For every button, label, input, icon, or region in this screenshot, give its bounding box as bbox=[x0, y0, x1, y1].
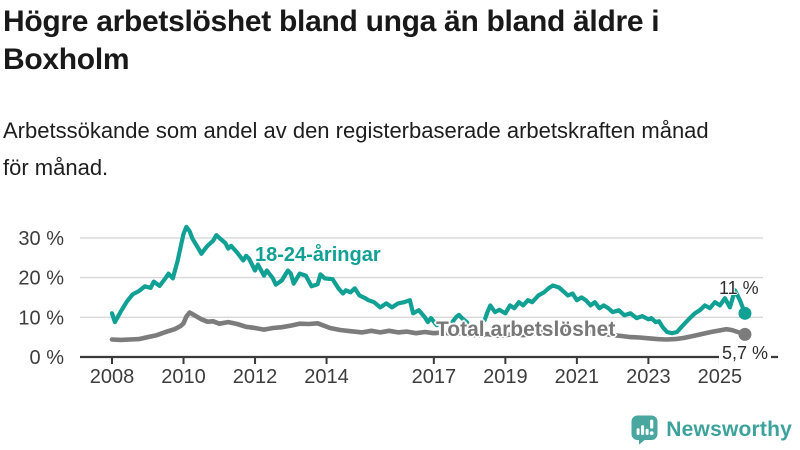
title-line-1: Högre arbetslöshet bland unga än bland ä… bbox=[3, 5, 660, 38]
x-tick-label: 2017 bbox=[412, 366, 457, 388]
title-line-2: Boxholm bbox=[3, 43, 130, 76]
total-series-line bbox=[109, 310, 748, 343]
page-title: Högre arbetslöshet bland unga än bland ä… bbox=[3, 3, 795, 79]
subtitle-line-1: Arbetssökande som andel av den registerb… bbox=[3, 118, 709, 143]
youth-series-line bbox=[109, 224, 445, 335]
x-tick-label: 2010 bbox=[161, 366, 206, 388]
x-tick-label: 2008 bbox=[90, 366, 135, 388]
y-tick-label: 0 % bbox=[30, 347, 65, 369]
youth-series-line bbox=[482, 283, 748, 336]
youth-series-line bbox=[450, 312, 470, 325]
y-tick-label: 30 % bbox=[18, 228, 64, 250]
youth-end-dot bbox=[738, 306, 752, 320]
end-value-label-youth: 11 % bbox=[719, 278, 759, 298]
subtitle-line-2: för månad. bbox=[3, 155, 109, 180]
x-tick-label: 2021 bbox=[555, 366, 600, 388]
total-end-dot bbox=[738, 327, 752, 341]
chart-subtitle: Arbetssökande som andel av den registerb… bbox=[3, 112, 795, 186]
x-tick-label: 2019 bbox=[483, 366, 528, 388]
x-tick-label: 2025 bbox=[698, 366, 743, 388]
series-label-youth: 18-24-åringar bbox=[255, 244, 381, 266]
newsworthy-chart-bubble-icon bbox=[631, 415, 658, 445]
brand-name: Newsworthy bbox=[666, 418, 792, 441]
x-tick-label: 2014 bbox=[304, 366, 349, 388]
y-tick-label: 20 % bbox=[18, 268, 64, 290]
end-value-label-total: 5,7 % bbox=[719, 343, 772, 364]
series-label-total: Total arbetslöshet bbox=[436, 318, 616, 341]
x-tick-label: 2012 bbox=[233, 366, 278, 388]
y-tick-label: 10 % bbox=[18, 307, 64, 329]
newsworthy-logo: Newsworthy bbox=[631, 415, 792, 445]
x-tick-label: 2023 bbox=[626, 366, 671, 388]
